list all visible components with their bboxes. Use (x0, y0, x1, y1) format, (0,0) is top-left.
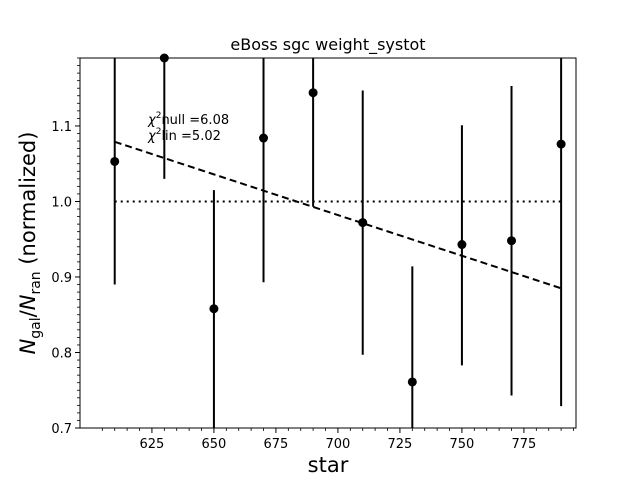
x-tick-label: 625 (140, 437, 165, 452)
chi2-null-text: χ2null =6.08 (147, 111, 229, 128)
y-tick-label: 0.9 (51, 271, 72, 286)
plot-frame (79, 57, 577, 429)
data-point (507, 236, 517, 246)
chi2-lin-value: lin =5.02 (161, 129, 220, 144)
chi2-lin-text: χ2lin =5.02 (147, 127, 221, 144)
data-point (358, 218, 368, 228)
y-tick-label: 1.1 (51, 120, 72, 135)
axis-ticks: 625 650 675 700 725 750 775 0.7 0.8 0.9 1.0 1.1 (51, 57, 574, 452)
y-tick-label: 1.0 (51, 195, 72, 210)
data-point (457, 240, 467, 250)
x-axis-label: star (308, 453, 349, 477)
plot-area (110, 53, 566, 428)
data-point (556, 139, 566, 149)
chart-title: eBoss sgc weight_systot (230, 35, 425, 55)
x-tick-label: 675 (264, 437, 289, 452)
data-point (407, 377, 417, 387)
y-tick-label: 0.7 (51, 422, 72, 437)
x-tick-label: 725 (388, 437, 413, 452)
data-point (308, 88, 318, 98)
linear-fit-line (114, 140, 562, 290)
x-tick-label: 700 (326, 437, 351, 452)
x-tick-label: 750 (450, 437, 475, 452)
x-tick-label: 650 (202, 437, 227, 452)
x-tick-label: 775 (512, 437, 537, 452)
y-tick-label: 0.8 (51, 346, 72, 361)
chi2-null-value: null =6.08 (161, 113, 229, 128)
chi2-annotation: χ2null =6.08 χ2lin =5.02 (147, 111, 229, 144)
data-point (110, 156, 120, 166)
data-point (259, 133, 269, 143)
data-point (209, 304, 219, 314)
y-axis-label: Ngal/Nran (normalized) (16, 132, 44, 355)
